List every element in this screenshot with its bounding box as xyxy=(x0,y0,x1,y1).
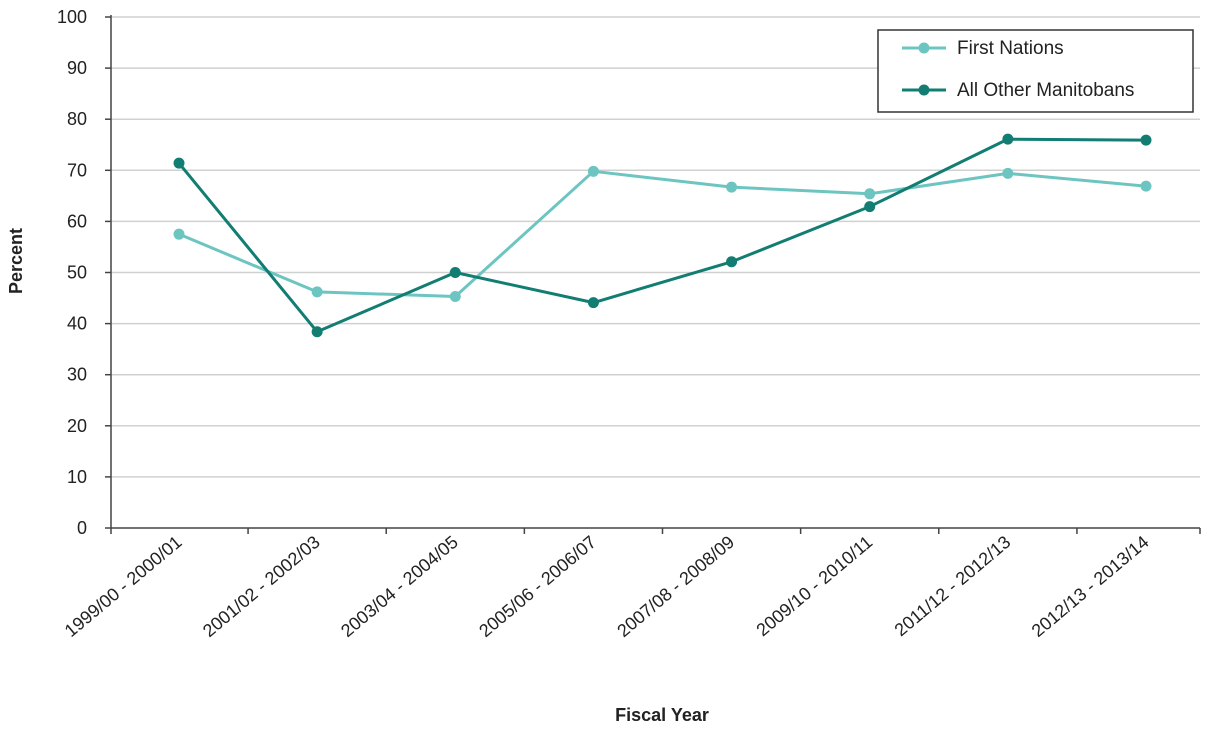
x-tick-label: 1999/00 - 2000/01 xyxy=(61,532,186,641)
legend: First Nations All Other Manitobans xyxy=(877,29,1194,113)
data-point-all-other-manitobans xyxy=(726,256,738,268)
x-tick-labels: 1999/00 - 2000/01 2001/02 - 2002/03 2003/0… xyxy=(61,532,1153,641)
data-point-first-nations xyxy=(587,165,599,177)
x-tick-label: 2009/10 - 2010/11 xyxy=(753,532,877,640)
data-point-first-nations xyxy=(311,286,323,298)
y-tick-label: 10 xyxy=(67,467,87,487)
legend-label-first-nations: First Nations xyxy=(957,38,1064,59)
y-axis-title: Percent xyxy=(6,228,26,294)
x-axis-title: Fiscal Year xyxy=(615,705,709,725)
y-tick-label: 100 xyxy=(57,7,87,27)
data-point-all-other-manitobans xyxy=(1140,134,1152,146)
legend-marker-first-nations xyxy=(918,42,930,54)
data-point-all-other-manitobans xyxy=(1002,133,1014,145)
x-tick-label: 2011/12 - 2012/13 xyxy=(891,532,1015,640)
data-point-first-nations xyxy=(449,291,461,303)
data-point-all-other-manitobans xyxy=(173,157,185,169)
data-point-first-nations xyxy=(1002,167,1014,179)
data-point-all-other-manitobans xyxy=(587,297,599,309)
y-tick-label: 50 xyxy=(67,263,87,283)
y-tick-label: 40 xyxy=(67,314,87,334)
data-point-first-nations xyxy=(1140,180,1152,192)
series-line-all-other-manitobans xyxy=(177,137,1147,334)
gridlines xyxy=(111,16,1200,478)
x-tick-label: 2001/02 - 2002/03 xyxy=(199,532,324,641)
x-tick-label: 2003/04 - 2004/05 xyxy=(337,532,462,641)
data-point-first-nations xyxy=(864,188,876,200)
y-tick-label: 80 xyxy=(67,109,87,129)
y-tick-label: 90 xyxy=(67,58,87,78)
data-point-all-other-manitobans xyxy=(311,326,323,338)
y-tick-label: 0 xyxy=(77,518,87,538)
legend-box xyxy=(877,29,1194,113)
y-tick-label: 60 xyxy=(67,211,87,231)
data-point-all-other-manitobans xyxy=(449,267,461,278)
x-tick-label: 2005/06 - 2006/07 xyxy=(475,532,600,641)
y-tick-label: 30 xyxy=(67,365,87,385)
series-line-first-nations xyxy=(178,169,1147,299)
data-point-first-nations xyxy=(726,181,738,193)
series xyxy=(173,133,1152,338)
x-tick-label: 2007/08 - 2008/09 xyxy=(613,532,738,641)
legend-label-all-other-manitobans: All Other Manitobans xyxy=(957,80,1134,101)
y-tick-labels: 0 10 20 30 40 50 60 70 80 90 100 xyxy=(57,7,87,538)
y-tick-label: 70 xyxy=(67,160,87,180)
legend-marker-all-other-manitobans xyxy=(918,84,930,96)
data-point-first-nations xyxy=(173,228,185,240)
data-point-all-other-manitobans xyxy=(864,201,876,213)
axes xyxy=(105,15,1201,534)
x-tick-label: 2012/13 - 2013/14 xyxy=(1028,532,1153,641)
y-tick-label: 20 xyxy=(67,416,87,436)
